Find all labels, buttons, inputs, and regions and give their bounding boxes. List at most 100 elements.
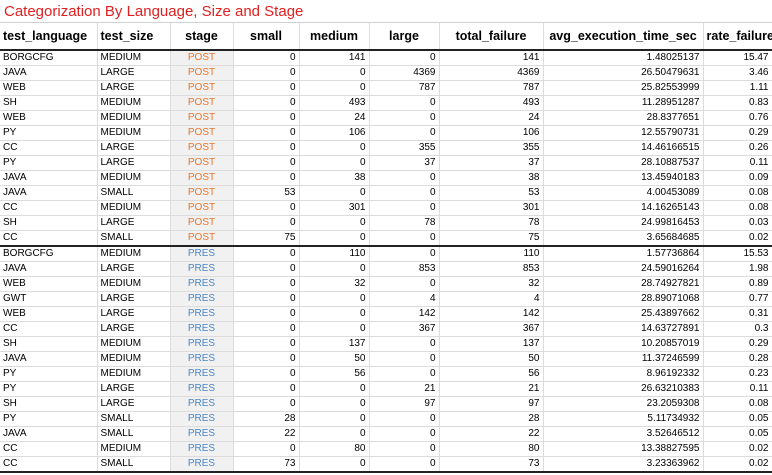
cell-test-language[interactable]: JAVA: [0, 65, 98, 81]
cell-medium[interactable]: 0: [299, 396, 370, 412]
cell-test-language[interactable]: PY: [0, 411, 98, 427]
cell-test-size[interactable]: MEDIUM: [97, 170, 171, 186]
cell-medium[interactable]: 0: [299, 381, 370, 397]
cell-rate-failure[interactable]: 0.23: [703, 366, 772, 382]
cell-rate-failure[interactable]: 0.29: [703, 336, 772, 352]
cell-stage[interactable]: POST: [170, 110, 234, 126]
cell-large[interactable]: 0: [369, 170, 440, 186]
cell-total-failure[interactable]: 50: [439, 351, 544, 367]
cell-test-size[interactable]: MEDIUM: [97, 95, 171, 111]
cell-total-failure[interactable]: 355: [439, 140, 544, 156]
cell-avg-execution-time-sec[interactable]: 28.10887537: [543, 155, 704, 171]
cell-medium[interactable]: 301: [299, 200, 370, 216]
cell-stage[interactable]: PRES: [170, 276, 234, 292]
cell-avg-execution-time-sec[interactable]: 23.2059308: [543, 396, 704, 412]
column-header-test-size[interactable]: test_size: [97, 23, 171, 51]
column-header-test-language[interactable]: test_language: [0, 23, 98, 51]
cell-total-failure[interactable]: 21: [439, 381, 544, 397]
cell-test-size[interactable]: MEDIUM: [97, 366, 171, 382]
cell-small[interactable]: 0: [233, 140, 300, 156]
cell-stage[interactable]: PRES: [170, 441, 234, 457]
cell-rate-failure[interactable]: 0.09: [703, 170, 772, 186]
cell-avg-execution-time-sec[interactable]: 26.50479631: [543, 65, 704, 81]
cell-test-size[interactable]: SMALL: [97, 230, 171, 247]
cell-test-size[interactable]: LARGE: [97, 381, 171, 397]
cell-rate-failure[interactable]: 0.11: [703, 155, 772, 171]
cell-avg-execution-time-sec[interactable]: 28.8377651: [543, 110, 704, 126]
cell-rate-failure[interactable]: 0.3: [703, 321, 772, 337]
cell-large[interactable]: 0: [369, 351, 440, 367]
cell-avg-execution-time-sec[interactable]: 14.16265143: [543, 200, 704, 216]
cell-test-size[interactable]: MEDIUM: [97, 125, 171, 141]
cell-test-language[interactable]: JAVA: [0, 426, 98, 442]
cell-total-failure[interactable]: 24: [439, 110, 544, 126]
cell-rate-failure[interactable]: 15.53: [703, 246, 772, 262]
cell-total-failure[interactable]: 142: [439, 306, 544, 322]
cell-medium[interactable]: 0: [299, 291, 370, 307]
cell-rate-failure[interactable]: 0.02: [703, 230, 772, 247]
cell-small[interactable]: 0: [233, 95, 300, 111]
cell-test-language[interactable]: BORGCFG: [0, 50, 98, 66]
cell-medium[interactable]: 137: [299, 336, 370, 352]
cell-avg-execution-time-sec[interactable]: 4.00453089: [543, 185, 704, 201]
cell-small[interactable]: 75: [233, 230, 300, 247]
cell-rate-failure[interactable]: 0.89: [703, 276, 772, 292]
cell-stage[interactable]: POST: [170, 140, 234, 156]
cell-large[interactable]: 787: [369, 80, 440, 96]
cell-avg-execution-time-sec[interactable]: 11.28951287: [543, 95, 704, 111]
cell-test-language[interactable]: PY: [0, 381, 98, 397]
cell-medium[interactable]: 32: [299, 276, 370, 292]
cell-rate-failure[interactable]: 0.29: [703, 125, 772, 141]
cell-stage[interactable]: POST: [170, 80, 234, 96]
cell-total-failure[interactable]: 38: [439, 170, 544, 186]
cell-total-failure[interactable]: 56: [439, 366, 544, 382]
cell-large[interactable]: 0: [369, 441, 440, 457]
cell-avg-execution-time-sec[interactable]: 24.59016264: [543, 261, 704, 277]
cell-medium[interactable]: 0: [299, 185, 370, 201]
cell-small[interactable]: 0: [233, 170, 300, 186]
cell-avg-execution-time-sec[interactable]: 1.57736864: [543, 246, 704, 262]
cell-avg-execution-time-sec[interactable]: 8.96192332: [543, 366, 704, 382]
cell-rate-failure[interactable]: 0.28: [703, 351, 772, 367]
cell-small[interactable]: 0: [233, 396, 300, 412]
cell-medium[interactable]: 80: [299, 441, 370, 457]
cell-large[interactable]: 0: [369, 200, 440, 216]
cell-large[interactable]: 142: [369, 306, 440, 322]
cell-rate-failure[interactable]: 1.98: [703, 261, 772, 277]
cell-stage[interactable]: PRES: [170, 366, 234, 382]
cell-medium[interactable]: 106: [299, 125, 370, 141]
sheet-title[interactable]: Categorization By Language, Size and Sta…: [4, 3, 304, 20]
cell-total-failure[interactable]: 28: [439, 411, 544, 427]
cell-total-failure[interactable]: 78: [439, 215, 544, 231]
cell-test-language[interactable]: BORGCFG: [0, 246, 98, 262]
cell-rate-failure[interactable]: 1.11: [703, 80, 772, 96]
cell-small[interactable]: 0: [233, 215, 300, 231]
cell-total-failure[interactable]: 53: [439, 185, 544, 201]
cell-stage[interactable]: POST: [170, 200, 234, 216]
cell-stage[interactable]: PRES: [170, 396, 234, 412]
cell-large[interactable]: 0: [369, 366, 440, 382]
cell-large[interactable]: 0: [369, 125, 440, 141]
cell-avg-execution-time-sec[interactable]: 28.74927821: [543, 276, 704, 292]
cell-small[interactable]: 0: [233, 125, 300, 141]
cell-small[interactable]: 0: [233, 200, 300, 216]
cell-large[interactable]: 367: [369, 321, 440, 337]
cell-avg-execution-time-sec[interactable]: 1.48025137: [543, 50, 704, 66]
cell-rate-failure[interactable]: 0.02: [703, 441, 772, 457]
cell-avg-execution-time-sec[interactable]: 14.46166515: [543, 140, 704, 156]
cell-stage[interactable]: POST: [170, 170, 234, 186]
cell-test-size[interactable]: LARGE: [97, 321, 171, 337]
cell-rate-failure[interactable]: 0.08: [703, 200, 772, 216]
cell-test-size[interactable]: LARGE: [97, 306, 171, 322]
cell-stage[interactable]: POST: [170, 65, 234, 81]
cell-stage[interactable]: PRES: [170, 351, 234, 367]
cell-small[interactable]: 0: [233, 441, 300, 457]
cell-test-size[interactable]: SMALL: [97, 411, 171, 427]
cell-test-size[interactable]: LARGE: [97, 140, 171, 156]
cell-large[interactable]: 0: [369, 230, 440, 247]
cell-test-size[interactable]: LARGE: [97, 291, 171, 307]
cell-test-language[interactable]: CC: [0, 200, 98, 216]
cell-small[interactable]: 0: [233, 321, 300, 337]
cell-small[interactable]: 28: [233, 411, 300, 427]
cell-large[interactable]: 4: [369, 291, 440, 307]
